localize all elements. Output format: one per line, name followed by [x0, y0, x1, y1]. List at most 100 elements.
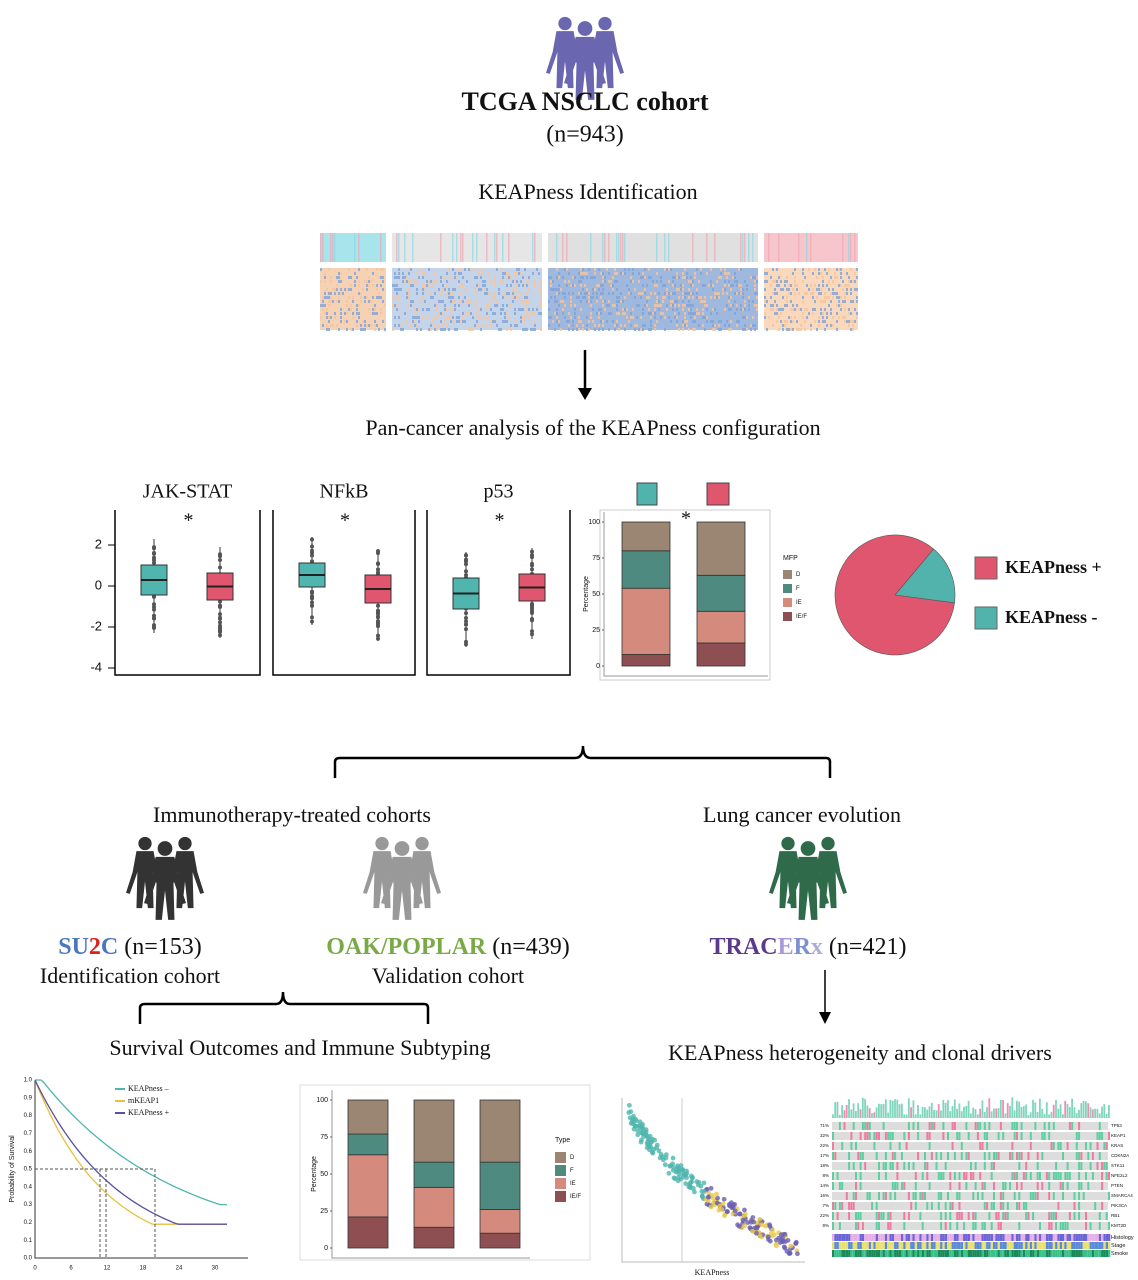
annotation-cell: [1052, 1234, 1056, 1241]
cell: [602, 280, 604, 283]
gene-row: [832, 1192, 1108, 1200]
cell: [352, 328, 354, 331]
cell: [570, 300, 572, 303]
bar-segment: [347, 1154, 389, 1218]
mutation: [1016, 1172, 1018, 1180]
mutation: [970, 1172, 972, 1180]
mutation: [1020, 1132, 1023, 1140]
cell: [800, 308, 802, 311]
stripe: [534, 233, 536, 262]
cell: [476, 320, 478, 323]
mutation: [857, 1152, 860, 1160]
cell: [622, 272, 624, 275]
cell: [330, 300, 332, 303]
cell: [630, 276, 632, 279]
cell: [700, 300, 702, 303]
cell: [806, 308, 808, 311]
cell: [704, 296, 706, 299]
cell: [558, 272, 560, 275]
cell: [462, 320, 464, 323]
cell: [440, 276, 442, 279]
cell: [772, 280, 774, 283]
cell: [416, 288, 418, 291]
cell: [750, 328, 752, 331]
cell: [608, 312, 610, 315]
bar-segment: [621, 550, 671, 589]
heatmap-band: [392, 233, 542, 262]
cohort-n: (n=439): [492, 934, 570, 960]
mutation: [1050, 1142, 1053, 1150]
cell: [638, 292, 640, 295]
cell: [492, 296, 494, 299]
y-tick-label: 0.4: [24, 1184, 33, 1190]
annotation-cell: [878, 1250, 881, 1257]
cell: [560, 300, 562, 303]
point: [757, 1233, 763, 1239]
cell: [382, 320, 384, 323]
cell: [594, 328, 596, 331]
mutation: [845, 1192, 848, 1200]
cell: [462, 312, 464, 315]
cell: [782, 288, 784, 291]
cell: [472, 328, 474, 331]
cell: [534, 324, 536, 327]
cell: [572, 320, 574, 323]
cell: [616, 312, 618, 315]
count-bar: [836, 1101, 839, 1118]
annotation-cell: [993, 1250, 996, 1257]
count-bar: [967, 1100, 970, 1118]
cell: [710, 268, 712, 271]
cell: [454, 304, 456, 307]
mutation: [1096, 1142, 1099, 1150]
annotation-cell: [887, 1250, 890, 1257]
mutation: [1108, 1192, 1110, 1200]
y-tick-label: 0.9: [24, 1095, 33, 1101]
cell: [694, 312, 696, 315]
cohort-name: OAK/POPLAR (n=439): [326, 934, 570, 960]
cell: [586, 292, 588, 295]
cell: [668, 316, 670, 319]
cell: [512, 296, 514, 299]
panel-frame: [114, 510, 261, 676]
cell: [582, 328, 584, 331]
cell: [578, 280, 580, 283]
cell: [380, 308, 382, 311]
stripe: [620, 233, 622, 262]
cell: [672, 304, 674, 307]
cell: [740, 268, 742, 271]
cell: [648, 296, 650, 299]
cell: [520, 272, 522, 275]
annotation-cell: [956, 1234, 959, 1241]
count-bar: [944, 1102, 947, 1118]
cell: [402, 272, 404, 275]
cell: [356, 276, 358, 279]
cell: [376, 324, 378, 327]
mutation: [861, 1222, 864, 1230]
stripe: [476, 233, 478, 262]
mutation: [1036, 1182, 1039, 1190]
cell: [484, 280, 486, 283]
cell: [822, 300, 824, 303]
cell: [370, 300, 372, 303]
cell: [786, 304, 788, 307]
annotation-cell: [917, 1250, 920, 1257]
cell: [406, 276, 408, 279]
cell: [680, 288, 682, 291]
mutation: [999, 1122, 1002, 1130]
cell: [734, 312, 736, 315]
mutation: [1073, 1192, 1076, 1200]
mutation: [855, 1212, 857, 1220]
count-bar: [924, 1107, 926, 1118]
count-bar: [1009, 1105, 1011, 1118]
cell: [728, 324, 730, 327]
annotation-cell: [1043, 1250, 1046, 1257]
cell: [594, 272, 596, 275]
cell: [766, 272, 768, 275]
point: [376, 624, 380, 629]
count-bar: [919, 1114, 922, 1118]
mutation: [981, 1192, 984, 1200]
annotation-cell: [1006, 1234, 1010, 1241]
annotation-cell: [841, 1242, 844, 1249]
cell: [336, 324, 338, 327]
cell: [572, 328, 574, 331]
